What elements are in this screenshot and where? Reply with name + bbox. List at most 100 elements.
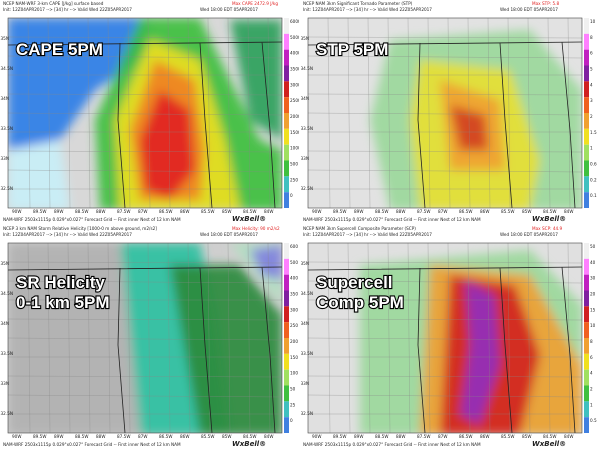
- county-line: [67, 18, 71, 208]
- colorbar-label: 500: [290, 162, 298, 167]
- lon-label: 87W: [138, 209, 147, 214]
- lat-label: 34N: [301, 96, 309, 101]
- lon-label: 90W: [12, 434, 21, 439]
- county-line: [227, 243, 231, 433]
- map-frame: [307, 17, 583, 209]
- panel-label: Supercell: [316, 273, 393, 292]
- map-panel: NCEP NAM-WRF 3-km CAPE [J/kg] surface ba…: [0, 0, 301, 225]
- county-line: [567, 243, 571, 433]
- map-panel: NCEP 3 km NAM Storm Relative Helicity [1…: [0, 225, 300, 450]
- colorbar-cell: [284, 192, 289, 208]
- panel-label: Comp 5PM: [316, 293, 404, 312]
- lon-label: 88W: [396, 209, 405, 214]
- colorbar-cell: [284, 18, 289, 34]
- colorbar-label: 2000: [290, 114, 301, 119]
- colorbar-label: 500: [290, 260, 298, 265]
- lon-label: 86W: [480, 434, 489, 439]
- colorbar-cell: [284, 369, 289, 386]
- field: [8, 243, 282, 433]
- lon-label: 89W: [54, 209, 63, 214]
- colorbar-cell: [284, 322, 289, 338]
- lon-label: 84.5W: [243, 434, 256, 439]
- county-line: [8, 394, 282, 398]
- max-value: Max SCP: 44.9: [532, 226, 562, 231]
- county-line: [567, 18, 571, 208]
- colorbar-label: 6: [590, 51, 593, 56]
- colorbar-label: 40: [590, 260, 596, 265]
- footer: NAM-WRF 2503x1115p 0.029°x0.027° Forecas…: [303, 442, 481, 447]
- lon-label: 88.5W: [375, 209, 388, 214]
- footer: NAM-WRF 2503x1115p 0.029°x0.027° Forecas…: [3, 442, 181, 447]
- colorbar-cell: [284, 401, 289, 418]
- lon-label: 86.5W: [459, 209, 472, 214]
- lon-label: 87.5W: [117, 434, 130, 439]
- colorbar-label: 0.2: [590, 177, 597, 182]
- colorbar-cell: [284, 113, 289, 129]
- field-region: [460, 280, 500, 425]
- colorbar-cell: [584, 81, 589, 98]
- brand: WxBell®: [232, 215, 266, 223]
- init-line: Init: 12Z04APR2017 --> [34] hr --> Valid…: [3, 232, 132, 237]
- lat-label: 32.5N: [1, 411, 13, 416]
- colorbar-label: 25: [290, 402, 296, 407]
- lon-label: 84W: [564, 209, 573, 214]
- county-line: [47, 18, 51, 208]
- lon-label: 90W: [312, 209, 321, 214]
- colorbar-label: 50: [290, 387, 296, 392]
- colorbar-label: 300: [290, 307, 298, 312]
- colorbar-label: 100: [290, 371, 298, 376]
- county-line: [407, 243, 411, 433]
- county-line: [8, 55, 282, 59]
- county-line: [267, 243, 271, 433]
- lon-label: 85.5W: [201, 209, 214, 214]
- county-line: [308, 36, 582, 39]
- county-line: [487, 18, 491, 208]
- lon-label: 89.5W: [333, 209, 346, 214]
- colorbar-label: 0.1: [590, 193, 597, 198]
- lon-label: 88W: [96, 434, 105, 439]
- state-border: [308, 266, 582, 433]
- map-area: [8, 243, 282, 433]
- colorbar-label: 5000: [290, 35, 301, 40]
- county-line: [8, 169, 282, 173]
- lat-label: 32.5N: [301, 411, 313, 416]
- field-region: [170, 265, 282, 433]
- colorbar-cell: [584, 243, 589, 259]
- header: NCEP NAM-WRF 3-km CAPE [J/kg] surface ba…: [3, 1, 104, 6]
- header: NCEP NAM 3km Supercell Composite Paramet…: [303, 226, 416, 231]
- county-line: [347, 243, 351, 433]
- county-line: [147, 243, 151, 433]
- colorbar-label: 8: [590, 339, 593, 344]
- lon-label: 89W: [354, 209, 363, 214]
- colorbar-label: 10: [590, 19, 596, 24]
- county-line: [27, 18, 31, 208]
- colorbar-label: 50: [590, 244, 596, 249]
- colorbar-cell: [284, 417, 289, 433]
- map-frame: [307, 242, 583, 434]
- colorbar-label: 150: [290, 355, 298, 360]
- county-line: [547, 243, 551, 433]
- lon-label: 84.5W: [543, 209, 556, 214]
- county-line: [27, 243, 31, 433]
- colorbar-cell: [284, 33, 289, 50]
- colorbar-label: 350: [290, 292, 298, 297]
- lon-label: 86W: [180, 209, 189, 214]
- colorbar-cell: [284, 49, 289, 66]
- lon-label: 86.5W: [459, 434, 472, 439]
- init-line: Init: 12Z04APR2017 --> [34] hr --> Valid…: [303, 7, 432, 12]
- lon-label: 86W: [180, 434, 189, 439]
- county-line: [247, 18, 251, 208]
- county-line: [308, 112, 582, 116]
- valid-time: Wed 18:00 EDT 05APR2017: [200, 7, 258, 12]
- map-area: [308, 18, 582, 208]
- field-region: [140, 90, 195, 200]
- county-line: [187, 243, 191, 433]
- colorbar-cell: [584, 176, 589, 193]
- colorbar-label: 2500: [290, 98, 301, 103]
- county-line: [127, 18, 131, 208]
- lat-label: 33.5N: [1, 351, 13, 356]
- lon-label: 84W: [264, 209, 273, 214]
- colorbar-cell: [584, 274, 589, 291]
- footer: NAM-WRF 2503x1115p 0.029°x0.027° Forecas…: [303, 217, 481, 222]
